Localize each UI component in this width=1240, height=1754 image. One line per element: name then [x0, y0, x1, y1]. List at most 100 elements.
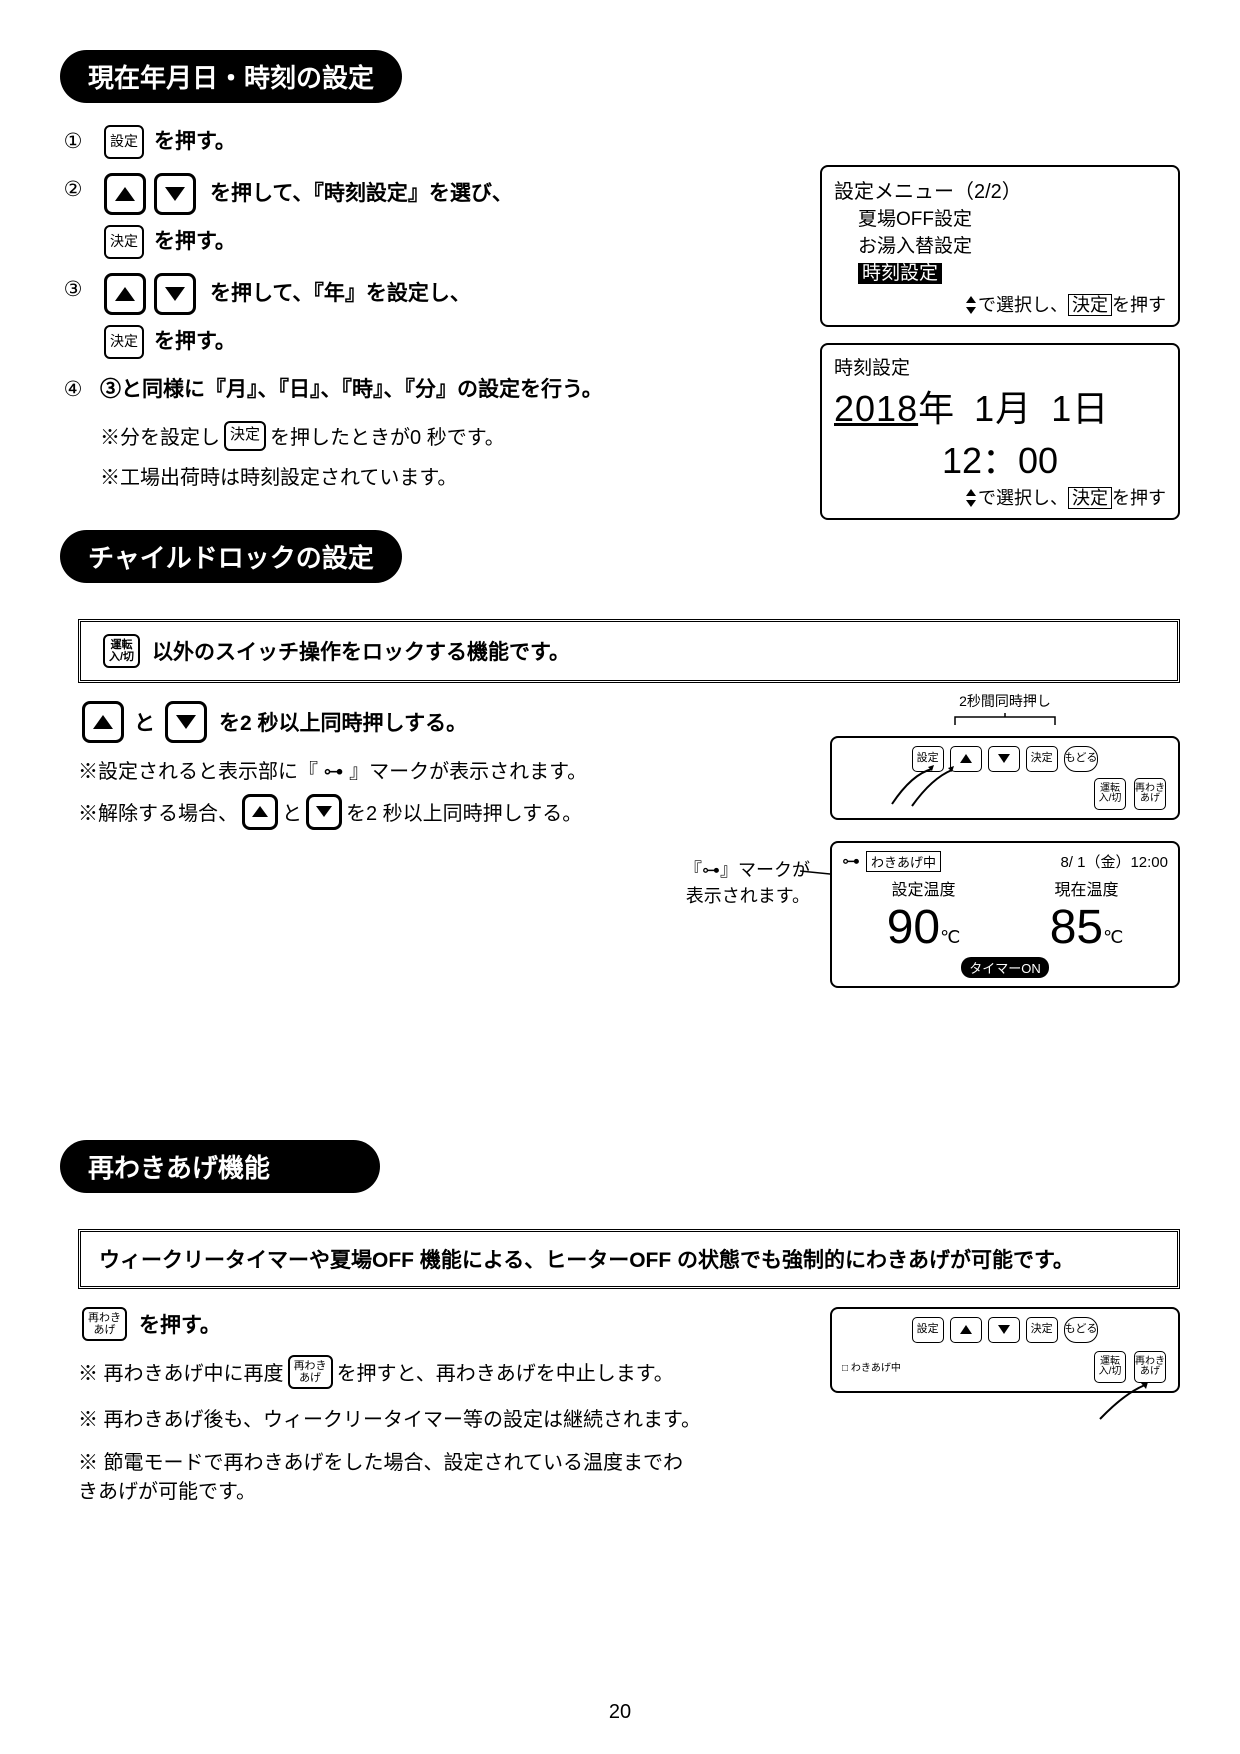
up-button[interactable] — [104, 173, 146, 215]
step4-text: ③と同様に『月』、『日』、『時』、『分』の設定を行う。 — [100, 378, 603, 401]
lcd2-day: 1 — [1051, 388, 1072, 429]
settei-button[interactable]: 設定 — [912, 1317, 944, 1343]
down-button[interactable] — [988, 746, 1020, 772]
step-number: ③ — [60, 273, 86, 307]
lcd1-item2: お湯入替設定 — [858, 231, 1166, 258]
childlock-frame: 運転 入/切 以外のスイッチ操作をロックする機能です。 — [78, 619, 1180, 683]
rb-n1a: ※ 再わきあげ中に再度 — [78, 1357, 284, 1386]
rewaki-button[interactable]: 再わき あげ — [1134, 1351, 1166, 1383]
reboil-note2: ※ 再わきあげ後も、ウィークリータイマー等の設定は継続されます。 — [78, 1403, 758, 1432]
lcd1-title: 設定メニュー（2/2） — [834, 175, 1166, 204]
lcd-settings-menu: 設定メニュー（2/2） 夏場OFF設定 お湯入替設定 時刻設定 で選択し、決定を… — [820, 165, 1180, 327]
set-temp: 90 — [887, 901, 940, 954]
childlock-instruction: と を2 秒以上同時押しする。 — [78, 701, 698, 743]
lcd2-title: 時刻設定 — [834, 353, 1166, 380]
step-2: ② を押して、『時刻設定』を選び、 決定 を押す。 — [60, 173, 700, 259]
section2-title: チャイルドロックの設定 — [60, 530, 402, 583]
reboil-note3: ※ 節電モードで再わきあげをした場合、設定されている温度までわきあげが可能です。 — [78, 1446, 698, 1504]
kettei-button[interactable]: 決定 — [104, 225, 144, 259]
step3-text2: を押す。 — [154, 325, 236, 359]
panel-top-label: 2秒間同時押し — [830, 691, 1180, 711]
step-3: ③ を押して、『年』を設定し、 決定 を押す。 — [60, 273, 700, 359]
up-button[interactable] — [242, 794, 278, 830]
lcd2-fa: で選択し、 — [978, 488, 1068, 508]
up-button[interactable] — [950, 1317, 982, 1343]
cl-n2c: を2 秒以上同時押しする。 — [346, 797, 582, 826]
lcd1-fc: を押す — [1112, 295, 1166, 315]
kettei-button[interactable]: 決定 — [224, 421, 266, 451]
lcd1-fa: で選択し、 — [978, 295, 1068, 315]
lcd1-item1: 夏場OFF設定 — [858, 204, 1166, 231]
lcd2-yl: 年 — [918, 388, 955, 429]
step-number: ④ — [60, 373, 86, 407]
down-button[interactable] — [154, 273, 196, 315]
panel-status: □ わきあげ中 — [842, 1359, 901, 1374]
cl-n2b: と — [282, 797, 302, 826]
lcd2-fc: を押す — [1112, 488, 1166, 508]
page-number: 20 — [0, 1701, 1240, 1724]
modoru-button[interactable]: もどる — [1064, 1317, 1099, 1343]
step-1: ① 設定 を押す。 — [60, 125, 700, 159]
reboil-frame: ウィークリータイマーや夏場OFF 機能による、ヒーターOFF の状態でも強制的に… — [78, 1229, 1180, 1289]
section3-title: 再わきあげ機能 — [60, 1140, 380, 1193]
step-number: ② — [60, 173, 86, 207]
up-button[interactable] — [104, 273, 146, 315]
step1-text: を押す。 — [154, 125, 236, 159]
down-button[interactable] — [165, 701, 207, 743]
step3-text1: を押して、『年』を設定し、 — [210, 277, 471, 311]
note-2: ※工場出荷時は時刻設定されています。 — [100, 461, 700, 490]
lcd2-dl: 日 — [1072, 388, 1109, 429]
callout-a: 『⊶』マークが — [684, 856, 810, 882]
lcd-status-display: ⊶ わきあげ中 8/ 1（金）12:00 設定温度 現在温度 90℃ 85℃ タ… — [830, 841, 1180, 988]
section-reboil: 再わきあげ機能 ウィークリータイマーや夏場OFF 機能による、ヒーターOFF の… — [60, 1140, 1180, 1504]
step2-text1: を押して、『時刻設定』を選び、 — [210, 177, 513, 211]
kettei-button[interactable]: 決定 — [1026, 1317, 1058, 1343]
lcd2-month: 1 — [974, 388, 995, 429]
callout-b: 表示されます。 — [684, 882, 810, 908]
rb-n1b: を押すと、再わきあげを中止します。 — [337, 1357, 674, 1386]
lock-icon: ⊶ — [842, 851, 860, 872]
unten-button[interactable]: 運転 入/切 — [103, 634, 140, 668]
hand-icon — [1090, 1381, 1170, 1421]
reboil-instruction: 再わき あげ を押す。 — [78, 1307, 758, 1341]
kettei-button[interactable]: 決定 — [104, 325, 144, 359]
down-button[interactable] — [306, 794, 342, 830]
unten-button[interactable]: 運転 入/切 — [1094, 778, 1126, 810]
note1-a: ※分を設定し — [100, 421, 220, 450]
cl-text: を2 秒以上同時押しする。 — [219, 707, 467, 737]
hand-icon — [882, 764, 992, 808]
step-4: ④ ③と同様に『月』、『日』、『時』、『分』の設定を行う。 — [60, 373, 700, 407]
section-childlock: チャイルドロックの設定 運転 入/切 以外のスイッチ操作をロックする機能です。 … — [60, 530, 1180, 1110]
remote-panel-1: 設定 決定 もどる 運転 入/切 再わき あげ — [830, 736, 1180, 820]
section-datetime: 現在年月日・時刻の設定 ① 設定 を押す。 ② を押して、『時刻設定』を選び、 — [60, 50, 1180, 490]
unit2: ℃ — [1103, 927, 1123, 947]
step-number: ① — [60, 125, 86, 159]
unten-button[interactable]: 運転 入/切 — [1094, 1351, 1126, 1383]
settei-button[interactable]: 設定 — [104, 125, 144, 159]
modoru-button[interactable]: もどる — [1064, 746, 1099, 772]
status-badge: わきあげ中 — [866, 851, 941, 872]
down-button[interactable] — [154, 173, 196, 215]
lcd2-fb: 決定 — [1068, 487, 1112, 509]
lcd2-year: 2018 — [834, 388, 918, 429]
childlock-frame-text: 以外のスイッチ操作をロックする機能です。 — [152, 636, 570, 666]
rewaki-button[interactable]: 再わき あげ — [288, 1355, 333, 1389]
unit1: ℃ — [940, 927, 960, 947]
updown-icon — [964, 489, 978, 507]
down-button[interactable] — [988, 1317, 1020, 1343]
cur-temp: 85 — [1050, 901, 1103, 954]
lcd-time-setting: 時刻設定 2018年 1月 1日 12：00 で選択し、決定を押す — [820, 343, 1180, 520]
up-button[interactable] — [82, 701, 124, 743]
kettei-button[interactable]: 決定 — [1026, 746, 1058, 772]
section1-title: 現在年月日・時刻の設定 — [60, 50, 402, 103]
rewaki-button[interactable]: 再わき あげ — [1134, 778, 1166, 810]
rewaki-button[interactable]: 再わき あげ — [82, 1307, 127, 1341]
lcd2-ml: 月 — [995, 388, 1032, 429]
label-cur-temp: 現在温度 — [1054, 876, 1118, 900]
cl-mid: と — [134, 707, 155, 737]
step2-text2: を押す。 — [154, 225, 236, 259]
cl-n2a: ※解除する場合、 — [78, 797, 238, 826]
bracket-icon — [935, 713, 1075, 727]
updown-icon — [964, 296, 978, 314]
key-callout: 『⊶』マークが 表示されます。 — [684, 856, 810, 908]
